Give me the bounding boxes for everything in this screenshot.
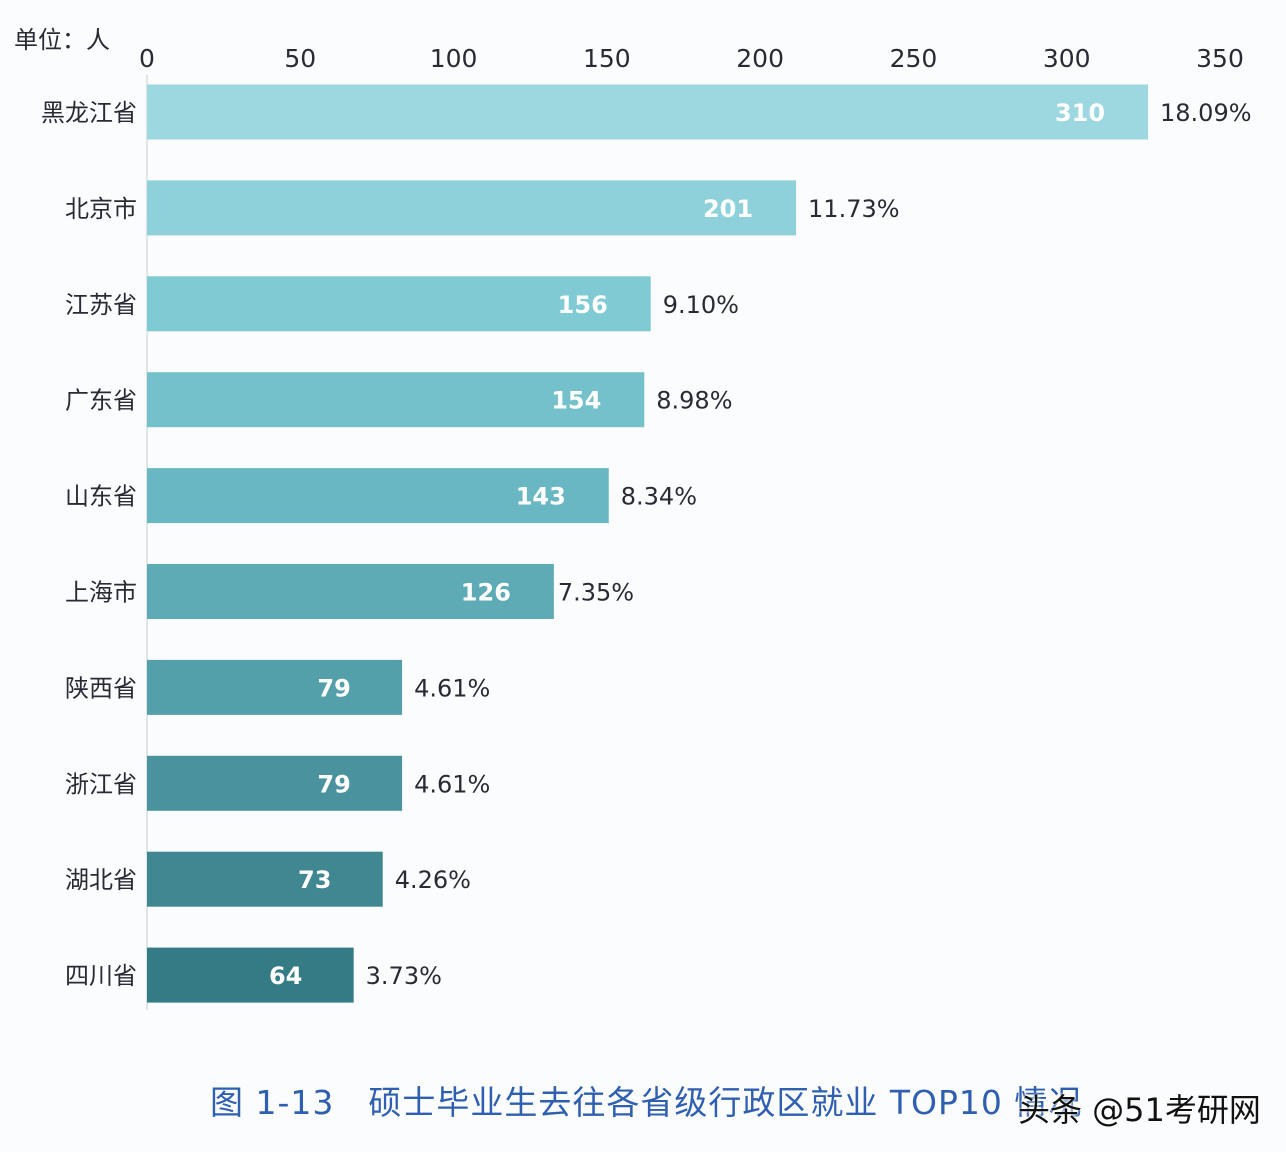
bar: [147, 564, 554, 619]
bar: [147, 180, 797, 236]
bar-value-label: 201: [703, 195, 753, 223]
bar-value-label: 126: [461, 579, 511, 607]
category-label: 浙江省: [65, 770, 137, 798]
x-tick-label: 200: [736, 44, 784, 73]
watermark: 头条 @51考研网: [1018, 1091, 1261, 1129]
bar: [147, 659, 403, 715]
bar: [147, 755, 403, 811]
category-label: 黑龙江省: [41, 99, 137, 127]
category-label: 陕西省: [65, 674, 137, 702]
percent-label: 9.10%: [663, 291, 739, 319]
percent-label: 8.34%: [621, 483, 697, 511]
percent-label: 4.26%: [395, 866, 471, 894]
category-label: 四川省: [65, 962, 137, 990]
bar-value-label: 154: [551, 387, 601, 415]
x-tick-label: 100: [430, 44, 478, 73]
bar: [147, 372, 645, 428]
bar: [147, 851, 383, 907]
x-tick-label: 350: [1196, 44, 1244, 73]
bar-value-label: 79: [317, 674, 350, 702]
chart-title: 图 1-13 硕士毕业生去往各省级行政区就业 TOP10 情况: [210, 1083, 1083, 1122]
bar-value-label: 64: [269, 962, 302, 990]
bar-value-label: 79: [317, 770, 350, 798]
bar: [147, 276, 651, 332]
category-label: 湖北省: [65, 866, 137, 894]
percent-label: 4.61%: [414, 770, 490, 798]
percent-label: 18.09%: [1160, 99, 1252, 127]
x-tick-label: 50: [284, 44, 316, 73]
bar-value-label: 310: [1055, 99, 1105, 127]
x-tick-label: 250: [890, 44, 938, 73]
category-label: 山东省: [65, 483, 137, 511]
bar: [147, 947, 354, 1003]
percent-label: 8.98%: [656, 387, 732, 415]
x-tick-label: 300: [1043, 44, 1091, 73]
category-label: 上海市: [65, 579, 137, 607]
x-tick-label: 150: [583, 44, 631, 73]
percent-label: 3.73%: [366, 962, 442, 990]
unit-label: 单位：人: [14, 26, 110, 54]
bar: [147, 84, 1148, 140]
category-label: 广东省: [65, 387, 137, 415]
category-label: 江苏省: [65, 291, 137, 319]
percent-label: 4.61%: [414, 674, 490, 702]
bar: [147, 468, 609, 524]
bar-value-label: 143: [516, 483, 566, 511]
category-label: 北京市: [65, 195, 137, 223]
bar-value-label: 156: [558, 291, 608, 319]
percent-label: 11.73%: [808, 195, 900, 223]
percent-label: 7.35%: [558, 579, 634, 607]
bar-value-label: 73: [298, 866, 331, 894]
x-tick-label: 0: [139, 44, 155, 73]
